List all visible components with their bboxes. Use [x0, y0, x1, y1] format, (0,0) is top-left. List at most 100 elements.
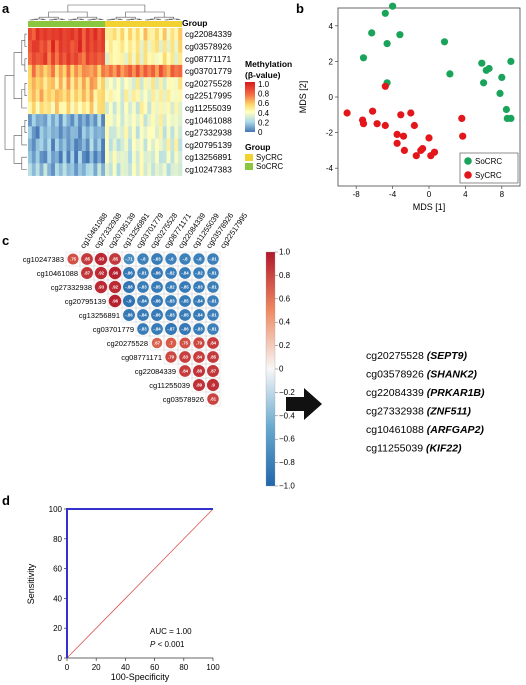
- dendrogram-branch: [13, 52, 22, 99]
- correlation-colorbar-tick-label: 0.4: [279, 318, 291, 327]
- heatmap-cell: [51, 138, 56, 152]
- correlation-value: -.8: [168, 257, 174, 262]
- correlation-value: .79: [196, 341, 203, 346]
- correlation-circle: [193, 337, 205, 349]
- correlation-value: .93: [98, 285, 105, 290]
- heatmap-cell: [151, 151, 156, 164]
- heatmap-cell: [155, 28, 160, 41]
- correlation-value: -.84: [181, 271, 189, 276]
- heatmap-cell: [158, 101, 164, 115]
- correlation-circle: [207, 351, 219, 363]
- heatmap-cell: [128, 126, 133, 139]
- heatmap-cell: [78, 138, 83, 152]
- heatmap-cell: [155, 138, 160, 152]
- heatmap-cell: [101, 52, 106, 66]
- heatmap-cell: [54, 138, 60, 152]
- mds-point-sycrc: [397, 111, 405, 119]
- correlation-colorbar-tick-label: −1.0: [279, 482, 295, 491]
- heatmap-cell: [155, 77, 160, 90]
- heatmap-cell: [128, 89, 133, 103]
- correlation-value: -.81: [209, 285, 217, 290]
- correlation-circle: [122, 294, 136, 308]
- heatmap-cell: [97, 114, 102, 127]
- heatmap-cell: [155, 64, 160, 78]
- correlation-value: -.82: [167, 271, 175, 276]
- heatmap-cell: [85, 114, 90, 127]
- heatmap-cell: [93, 28, 98, 41]
- heatmap-cell: [39, 89, 44, 103]
- heatmap-cell: [105, 89, 110, 103]
- mds-point-sycrc: [373, 120, 381, 128]
- roc-x-tick-label: 20: [92, 663, 101, 672]
- heatmap-cell: [170, 101, 175, 115]
- heatmap-cell: [97, 64, 102, 78]
- heatmap-cell: [170, 138, 175, 152]
- correlation-circle: [165, 267, 177, 279]
- correlation-circle: [137, 267, 149, 279]
- heatmap-cell: [85, 126, 90, 139]
- correlation-value: -.86: [153, 313, 161, 318]
- probe-id: cg11255039: [366, 443, 426, 455]
- heatmap-cell: [62, 77, 67, 90]
- heatmap-cell: [147, 89, 152, 103]
- correlation-row-label: cg10461088: [37, 269, 78, 278]
- heatmap-row-label: cg13256891: [185, 152, 232, 162]
- heatmap-cell: [174, 64, 179, 78]
- heatmap-cell: [70, 163, 75, 176]
- heatmap-cell: [108, 163, 113, 176]
- heatmap-cell: [151, 52, 156, 66]
- heatmap-cell: [70, 40, 75, 53]
- mds-point-socrc: [485, 64, 493, 73]
- mds-point-sycrc: [343, 109, 351, 117]
- row-dendrogram: [4, 33, 27, 170]
- heatmap-cell: [170, 126, 175, 139]
- heatmap-cell: [74, 64, 79, 78]
- heatmap-cell: [155, 101, 160, 115]
- roc-x-label: 100-Specificity: [111, 672, 170, 682]
- correlation-circle: [94, 280, 108, 294]
- mds-point-socrc: [446, 70, 454, 78]
- heatmap-row-label: cg03578926: [185, 41, 232, 51]
- correlation-value: -.85: [181, 299, 189, 304]
- heatmap-cells: [28, 28, 183, 176]
- heatmap-cell: [135, 64, 140, 78]
- heatmap-cell: [78, 28, 83, 41]
- roc-diagonal-line: [66, 508, 214, 659]
- roc-x-tick-label: 60: [150, 663, 159, 672]
- heatmap-cell: [116, 40, 121, 53]
- mds-y-label: MDS [2]: [298, 81, 308, 114]
- heatmap-cell: [51, 126, 56, 139]
- heatmap-cell: [158, 77, 164, 90]
- heatmap-cell: [58, 151, 63, 164]
- heatmap-cell: [70, 64, 75, 78]
- roc-x-tick-label: 80: [179, 663, 188, 672]
- heatmap-cell: [131, 28, 137, 41]
- mds-point-sycrc: [417, 146, 425, 154]
- heatmap-cell: [31, 89, 36, 103]
- correlation-circle: [165, 337, 177, 349]
- heatmap-cell: [139, 101, 144, 115]
- heatmap-cell: [143, 77, 148, 90]
- heatmap-cell: [89, 101, 94, 115]
- heatmap-cell: [78, 77, 83, 90]
- correlation-circle: [151, 253, 163, 265]
- heatmap-cell: [70, 126, 75, 139]
- heatmap-cell: [54, 126, 60, 139]
- heatmap-cell: [112, 77, 117, 90]
- heatmap-cell: [39, 101, 44, 115]
- heatmap-row-label: cg08771171: [185, 54, 231, 64]
- correlation-value: .84: [196, 355, 203, 360]
- correlation-row-label: cg13256891: [79, 311, 120, 320]
- heatmap-cell: [124, 89, 129, 103]
- heatmap-cell: [28, 52, 33, 66]
- heatmap-cell: [62, 114, 67, 127]
- heatmap-cell: [151, 64, 156, 78]
- heatmap-cell: [151, 89, 156, 103]
- heatmap-cell: [66, 101, 71, 115]
- heatmap-cell: [178, 151, 183, 164]
- heatmap-cell: [47, 151, 52, 164]
- heatmap-cell: [128, 40, 133, 53]
- mds-point-sycrc: [399, 132, 408, 140]
- heatmap-cell: [66, 138, 71, 152]
- heatmap-cell: [31, 64, 36, 78]
